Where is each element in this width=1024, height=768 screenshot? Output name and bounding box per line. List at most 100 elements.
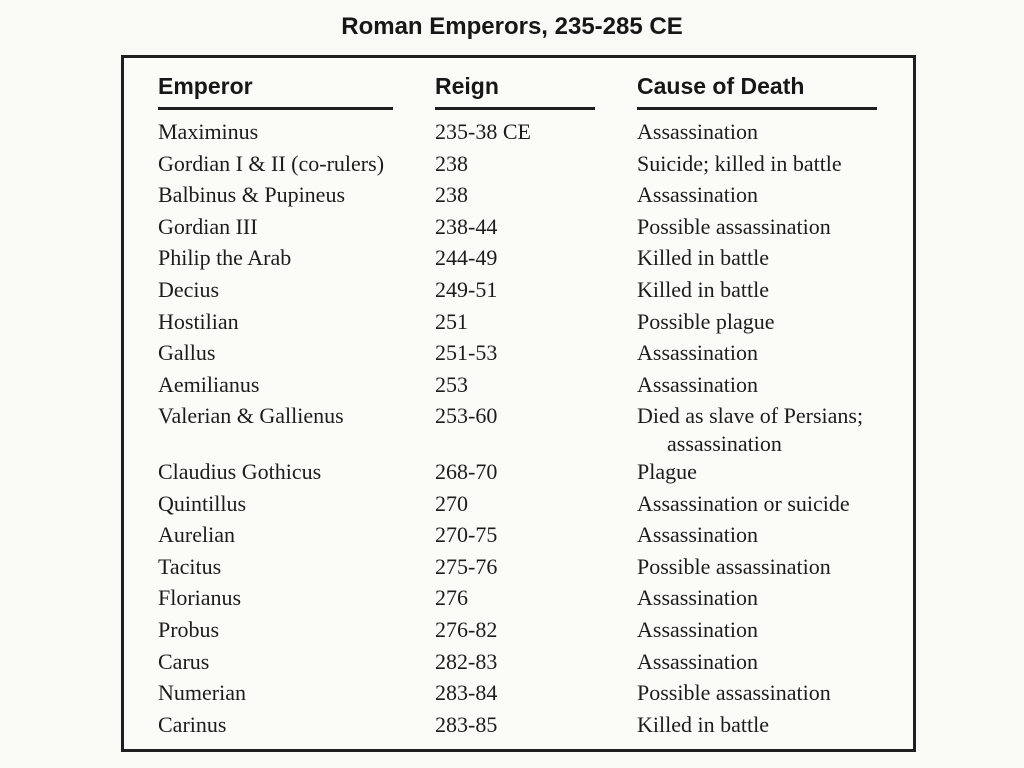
reign-years-cell: 253 [435, 371, 468, 397]
cause-of-death-line1: Assassination [637, 182, 758, 208]
cause-of-death-line1: Killed in battle [637, 711, 769, 737]
cause-of-death-cell: Assassination [637, 369, 893, 401]
cause-of-death-cell: Killed in battle [637, 242, 893, 274]
reign-years-cell: 253-60 [435, 403, 498, 429]
cause-of-death-cell: Plague [637, 456, 893, 488]
cause-of-death-cell: Assassination [637, 614, 893, 646]
reign-years-cell: 251-53 [435, 340, 498, 366]
table-row: Hostilian 251 Possible plague [158, 306, 893, 338]
cause-of-death-cell: Assassination [637, 179, 893, 211]
reign-years-cell: 270-75 [435, 522, 498, 548]
emperors-table: Emperor Reign Cause of Death Maximinus 2… [121, 55, 916, 752]
emperor-name-cell: Hostilian [158, 308, 239, 334]
table-row: Balbinus & Pupineus 238 Assassination [158, 179, 893, 211]
column-header-reign: Reign [435, 75, 637, 110]
emperor-name-cell: Decius [158, 276, 220, 302]
emperor-name-cell: Claudius Gothicus [158, 458, 322, 484]
emperor-name-cell: Probus [158, 616, 220, 642]
column-header-emperor-label: Emperor [158, 75, 393, 110]
column-header-cause-of-death-label: Cause of Death [637, 75, 877, 110]
emperor-name-cell: Maximinus [158, 119, 259, 144]
reign-years-cell: 244-49 [435, 245, 498, 271]
table-row: Gordian III 238-44 Possible assassinatio… [158, 211, 893, 243]
cause-of-death-cell: Possible assassination [637, 551, 893, 583]
emperor-name-cell: Numerian [158, 680, 246, 706]
cause-of-death-line2: assassination [667, 430, 782, 456]
cause-of-death-line1: Possible assassination [637, 213, 831, 239]
reign-years-cell: 276 [435, 585, 468, 611]
table-row: Valerian & Gallienus 253-60 Died as slav… [158, 400, 893, 456]
emperor-name-cell: Valerian & Gallienus [158, 403, 344, 429]
cause-of-death-cell: Assassination [637, 582, 893, 614]
cause-of-death-cell: Died as slave of Persians; assassination [637, 400, 893, 456]
cause-of-death-cell: Possible assassination [637, 211, 893, 243]
emperor-name-cell: Gordian III [158, 213, 258, 239]
reign-years-cell: 270 [435, 490, 468, 516]
reign-years-cell: 283-85 [435, 711, 498, 737]
table-header-row: Emperor Reign Cause of Death [158, 75, 893, 110]
table-row: Maximinus 235-38 CE Assassination [158, 116, 893, 148]
cause-of-death-line1: Assassination or suicide [637, 490, 850, 516]
emperor-name-cell: Aurelian [158, 522, 235, 548]
reign-years-cell: 238 [435, 150, 468, 176]
reign-years-cell: 238-44 [435, 213, 498, 239]
cause-of-death-line1: Possible assassination [637, 553, 831, 579]
emperor-name-cell: Philip the Arab [158, 245, 292, 271]
table-row: Quintillus 270 Assassination or suicide [158, 488, 893, 520]
table-row: Gordian I & II (co-rulers) 238 Suicide; … [158, 148, 893, 180]
cause-of-death-line1: Plague [637, 458, 697, 484]
table-row: Numerian 283-84 Possible assassination [158, 677, 893, 709]
cause-of-death-cell: Suicide; killed in battle [637, 148, 893, 180]
emperor-name-cell: Carinus [158, 711, 227, 737]
cause-of-death-line1: Suicide; killed in battle [637, 150, 842, 176]
reign-years-cell: 251 [435, 308, 468, 334]
table-row: Carinus 283-85 Killed in battle [158, 709, 893, 741]
emperor-name-cell: Gallus [158, 340, 216, 366]
page-title: Roman Emperors, 235-285 CE [341, 13, 683, 40]
table-row: Carus 282-83 Assassination [158, 646, 893, 678]
cause-of-death-line1: Assassination [637, 522, 758, 548]
cause-of-death-cell: Assassination [637, 646, 893, 678]
reign-years-cell: 275-76 [435, 553, 498, 579]
reign-years-cell: 238 [435, 182, 468, 208]
cause-of-death-cell: Possible plague [637, 306, 893, 338]
cause-of-death-line1: Assassination [637, 616, 758, 642]
emperor-name-cell: Balbinus & Pupineus [158, 182, 346, 208]
cause-of-death-cell: Killed in battle [637, 274, 893, 306]
cause-of-death-cell: Assassination or suicide [637, 488, 893, 520]
cause-of-death-line1: Assassination [637, 371, 758, 397]
reign-years-cell: 276-82 [435, 616, 498, 642]
table-body: Maximinus 235-38 CE Assassination Gordia… [158, 116, 893, 740]
cause-of-death-line1: Died as slave of Persians; [637, 403, 864, 429]
table-row: Claudius Gothicus 268-70 Plague [158, 456, 893, 488]
emperor-name-cell: Tacitus [158, 553, 222, 579]
cause-of-death-line1: Assassination [637, 340, 758, 366]
cause-of-death-line1: Assassination [637, 585, 758, 611]
column-header-emperor: Emperor [158, 75, 435, 110]
table-row: Decius 249-51 Killed in battle [158, 274, 893, 306]
table-row: Aurelian 270-75 Assassination [158, 519, 893, 551]
table-row: Philip the Arab 244-49 Killed in battle [158, 242, 893, 274]
table-row: Tacitus 275-76 Possible assassination [158, 551, 893, 583]
emperor-name-cell: Florianus [158, 585, 242, 611]
reign-years-cell: 235-38 CE [435, 119, 531, 144]
reign-years-cell: 249-51 [435, 276, 498, 302]
cause-of-death-line1: Possible assassination [637, 680, 831, 706]
cause-of-death-cell: Killed in battle [637, 709, 893, 741]
cause-of-death-line1: Possible plague [637, 308, 775, 334]
emperor-name-cell: Quintillus [158, 490, 247, 516]
table-row: Aemilianus 253 Assassination [158, 369, 893, 401]
emperor-name-cell: Gordian I & II (co-rulers) [158, 150, 385, 176]
reign-years-cell: 268-70 [435, 458, 498, 484]
table-row: Probus 276-82 Assassination [158, 614, 893, 646]
cause-of-death-line1: Assassination [637, 648, 758, 674]
column-header-reign-label: Reign [435, 75, 595, 110]
cause-of-death-cell: Possible assassination [637, 677, 893, 709]
reign-years-cell: 283-84 [435, 680, 498, 706]
cause-of-death-line1: Assassination [637, 119, 758, 144]
cause-of-death-line1: Killed in battle [637, 276, 769, 302]
column-header-cause-of-death: Cause of Death [637, 75, 893, 110]
cause-of-death-cell: Assassination [637, 519, 893, 551]
emperor-name-cell: Aemilianus [158, 371, 260, 397]
